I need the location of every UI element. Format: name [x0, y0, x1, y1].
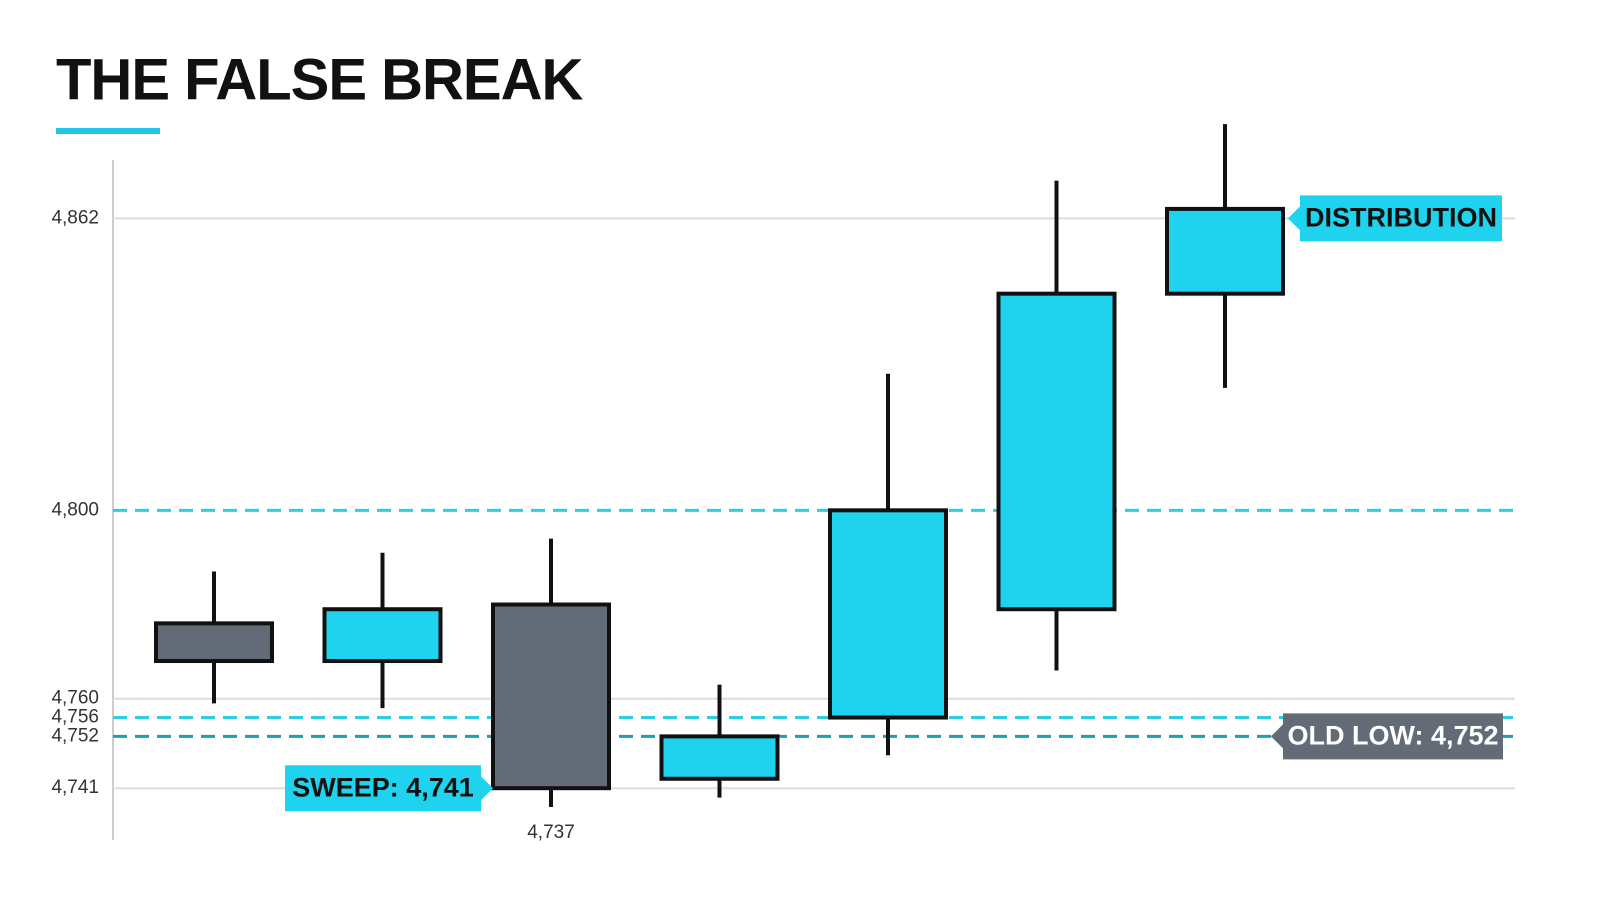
candle-body [154, 621, 274, 664]
candle-body [491, 602, 611, 791]
annotation-box [1271, 713, 1503, 760]
candle-body [996, 291, 1117, 612]
annotation-label: DISTRIBUTION [1305, 202, 1497, 232]
candle-body [1165, 206, 1285, 296]
candle-body [828, 508, 948, 720]
candle-body [322, 607, 443, 664]
y-tick-label: 4,760 [51, 688, 99, 709]
title-underline [56, 128, 160, 134]
y-tick-label: 4,752 [51, 725, 99, 746]
chart-title: THE FALSE BREAK [56, 47, 583, 112]
y-tick-label: 4,741 [51, 777, 99, 798]
y-tick-label: 4,862 [51, 207, 99, 228]
candle-body [659, 734, 780, 781]
y-tick-label: 4,756 [51, 707, 99, 728]
annotation-label: SWEEP: 4,741 [292, 772, 474, 802]
low-label: 4,737 [527, 822, 575, 843]
annotation-box [285, 765, 493, 812]
annotation-box [1288, 195, 1502, 242]
y-tick-label: 4,800 [51, 499, 99, 520]
annotation-label: OLD LOW: 4,752 [1287, 721, 1498, 751]
